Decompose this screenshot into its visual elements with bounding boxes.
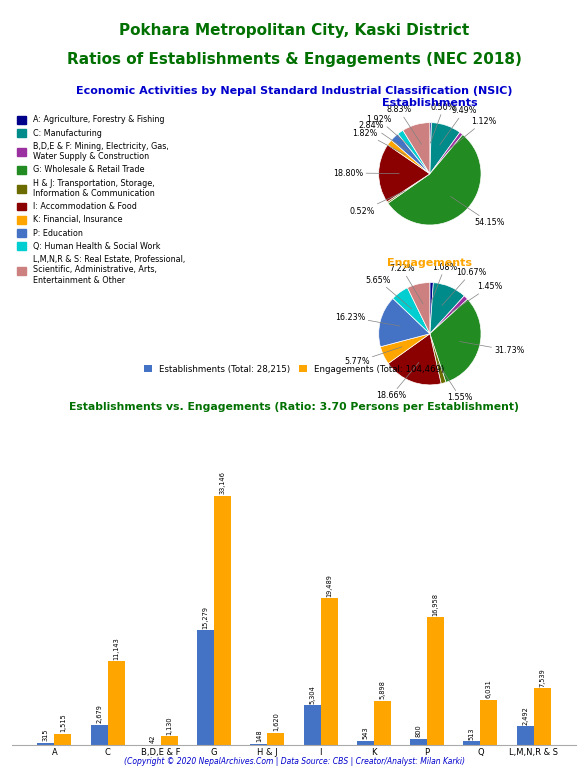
Wedge shape xyxy=(388,334,441,385)
Bar xyxy=(268,733,285,745)
Text: 5.77%: 5.77% xyxy=(344,347,402,366)
Text: 6,031: 6,031 xyxy=(486,680,492,698)
Text: 1.55%: 1.55% xyxy=(438,363,473,402)
Title: Establishments: Establishments xyxy=(382,98,477,108)
Text: (Copyright © 2020 NepalArchives.Com | Data Source: CBS | Creator/Analyst: Milan : (Copyright © 2020 NepalArchives.Com | Da… xyxy=(123,757,465,766)
Bar xyxy=(303,705,320,745)
Wedge shape xyxy=(430,296,467,334)
Text: 10.67%: 10.67% xyxy=(442,268,486,306)
Text: 1,130: 1,130 xyxy=(166,717,172,735)
Text: 11,143: 11,143 xyxy=(113,637,119,660)
Text: 15,279: 15,279 xyxy=(203,606,209,628)
Text: 1.12%: 1.12% xyxy=(449,117,496,150)
Text: 33,146: 33,146 xyxy=(220,472,226,495)
Text: 1.45%: 1.45% xyxy=(452,282,502,312)
Text: 1.08%: 1.08% xyxy=(431,263,457,303)
Text: 2,492: 2,492 xyxy=(522,706,528,725)
Text: 513: 513 xyxy=(469,727,475,740)
Wedge shape xyxy=(388,134,481,225)
Text: 8.83%: 8.83% xyxy=(386,105,422,144)
Wedge shape xyxy=(430,123,460,174)
Bar xyxy=(374,700,391,745)
Text: 2.84%: 2.84% xyxy=(359,121,409,151)
Bar xyxy=(91,725,108,745)
Wedge shape xyxy=(430,132,463,174)
Text: 16,958: 16,958 xyxy=(433,593,439,616)
Wedge shape xyxy=(379,145,430,202)
Text: 800: 800 xyxy=(416,725,422,737)
Text: 18.66%: 18.66% xyxy=(376,362,419,400)
Bar xyxy=(427,617,444,745)
Text: 1,515: 1,515 xyxy=(60,713,66,732)
Wedge shape xyxy=(380,334,430,363)
Wedge shape xyxy=(407,283,430,334)
Wedge shape xyxy=(430,300,481,382)
Bar xyxy=(161,737,178,745)
Text: Ratios of Establishments & Engagements (NEC 2018): Ratios of Establishments & Engagements (… xyxy=(66,51,522,67)
Text: 7,539: 7,539 xyxy=(539,668,545,687)
Bar xyxy=(55,733,72,745)
Legend: A: Agriculture, Forestry & Fishing, C: Manufacturing, B,D,E & F: Mining, Electri: A: Agriculture, Forestry & Fishing, C: M… xyxy=(16,114,186,286)
Wedge shape xyxy=(391,134,430,174)
Text: 19,489: 19,489 xyxy=(326,574,332,597)
Bar xyxy=(320,598,338,745)
Text: 1.92%: 1.92% xyxy=(366,115,412,149)
Text: 7.22%: 7.22% xyxy=(389,264,423,304)
Text: 1,620: 1,620 xyxy=(273,713,279,731)
Wedge shape xyxy=(403,123,430,174)
Text: 2,679: 2,679 xyxy=(96,704,102,723)
Wedge shape xyxy=(379,299,430,347)
Bar xyxy=(214,495,231,745)
Text: 1.82%: 1.82% xyxy=(352,128,406,155)
Legend: Establishments (Total: 28,215), Engagements (Total: 104,469): Establishments (Total: 28,215), Engageme… xyxy=(140,361,448,377)
Text: 0.52%: 0.52% xyxy=(349,191,405,216)
Wedge shape xyxy=(430,283,465,334)
Wedge shape xyxy=(387,174,430,204)
Wedge shape xyxy=(430,334,446,384)
Wedge shape xyxy=(398,131,430,174)
Text: 315: 315 xyxy=(43,729,49,741)
Bar xyxy=(480,700,497,745)
Text: 31.73%: 31.73% xyxy=(460,342,524,355)
Text: 5,304: 5,304 xyxy=(309,685,315,703)
Bar xyxy=(533,688,550,745)
Title: Establishments vs. Engagements (Ratio: 3.70 Persons per Establishment): Establishments vs. Engagements (Ratio: 3… xyxy=(69,402,519,412)
Bar xyxy=(516,727,533,745)
Bar xyxy=(357,741,374,745)
Text: 42: 42 xyxy=(149,735,155,743)
Wedge shape xyxy=(430,123,432,174)
Text: 18.80%: 18.80% xyxy=(333,168,399,177)
Text: 5.65%: 5.65% xyxy=(365,276,412,309)
Bar xyxy=(108,661,125,745)
Text: 54.15%: 54.15% xyxy=(450,197,505,227)
Bar xyxy=(250,744,268,745)
Text: 9.49%: 9.49% xyxy=(440,107,477,145)
Title: Engagements: Engagements xyxy=(387,257,472,267)
Bar xyxy=(463,741,480,745)
Text: 0.50%: 0.50% xyxy=(430,103,456,143)
Text: 543: 543 xyxy=(362,727,368,740)
Wedge shape xyxy=(387,141,430,174)
Wedge shape xyxy=(430,283,433,334)
Bar xyxy=(410,739,427,745)
Text: Economic Activities by Nepal Standard Industrial Classification (NSIC): Economic Activities by Nepal Standard In… xyxy=(76,86,512,96)
Bar xyxy=(197,630,214,745)
Text: 5,898: 5,898 xyxy=(379,680,385,699)
Text: 16.23%: 16.23% xyxy=(335,313,400,326)
Text: Pokhara Metropolitan City, Kaski District: Pokhara Metropolitan City, Kaski Distric… xyxy=(119,23,469,38)
Wedge shape xyxy=(393,288,430,334)
Bar xyxy=(38,743,55,745)
Text: 148: 148 xyxy=(256,730,262,743)
